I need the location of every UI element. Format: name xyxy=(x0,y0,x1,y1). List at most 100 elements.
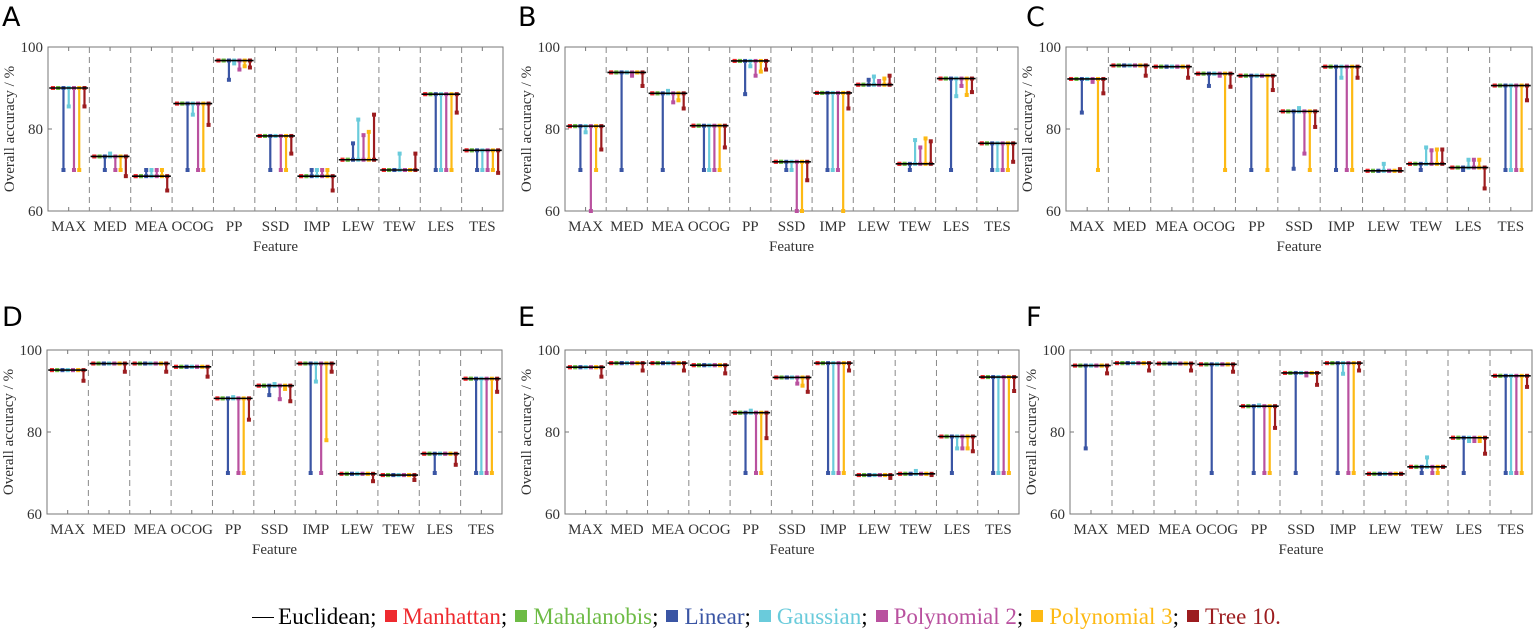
point-polynomial-3 xyxy=(1351,471,1356,475)
point-linear xyxy=(267,393,272,398)
point-gaussian xyxy=(1508,168,1513,172)
point-polynomial-2 xyxy=(237,67,242,72)
y-tick-label: 100 xyxy=(1039,40,1062,56)
point-polynomial-2 xyxy=(319,471,324,475)
point-polynomial-2 xyxy=(361,133,366,138)
legend-item: Polynomial 3; xyxy=(1025,604,1179,629)
point-gaussian xyxy=(1339,75,1344,80)
legend-swatch-icon xyxy=(384,610,397,622)
point-linear xyxy=(743,471,748,475)
x-tick-label: MED xyxy=(92,522,126,538)
point-polynomial-3 xyxy=(1477,157,1482,162)
y-tick-label: 60 xyxy=(545,204,560,220)
legend-line-icon xyxy=(252,617,275,618)
point-tree-10 xyxy=(888,475,893,480)
x-tick-label: IMP xyxy=(819,219,846,235)
panel-label: A xyxy=(2,2,21,33)
point-tree-10 xyxy=(764,67,769,72)
point-tree-10 xyxy=(165,188,170,193)
x-tick-label: OCOG xyxy=(1196,522,1239,538)
x-tick-label: TEW xyxy=(383,219,416,235)
x-tick-label: SSD xyxy=(1285,219,1313,235)
point-linear xyxy=(784,168,789,172)
y-axis-label: Overall accuracy / % xyxy=(1020,66,1036,192)
legend-separator: ; xyxy=(861,604,868,629)
y-axis-label: Overall accuracy / % xyxy=(519,369,535,495)
point-gaussian xyxy=(356,117,361,122)
point-polynomial-2 xyxy=(278,168,283,172)
x-tick-label: MAX xyxy=(568,522,603,538)
point-gaussian xyxy=(995,168,1000,172)
point-polynomial-2 xyxy=(836,471,841,475)
y-tick-label: 100 xyxy=(538,40,561,56)
x-tick-label: TEW xyxy=(1410,219,1443,235)
x-tick-label: LEW xyxy=(1369,522,1402,538)
point-tree-10 xyxy=(970,449,975,454)
point-gaussian xyxy=(996,471,1001,475)
point-gaussian xyxy=(232,61,237,66)
point-linear xyxy=(826,471,831,475)
point-polynomial-3 xyxy=(923,136,928,141)
point-linear xyxy=(991,471,996,475)
point-gaussian xyxy=(748,408,753,413)
point-tree-10 xyxy=(289,151,294,156)
x-tick-label: IMP xyxy=(303,522,330,538)
point-tree-10 xyxy=(1357,368,1362,373)
point-polynomial-3 xyxy=(841,471,846,475)
point-polynomial-3 xyxy=(241,471,246,475)
point-gaussian xyxy=(665,88,670,93)
x-tick-label: IMP xyxy=(1330,522,1357,538)
x-tick-label: SSD xyxy=(1287,522,1315,538)
point-polynomial-2 xyxy=(712,168,717,172)
point-polynomial-3 xyxy=(118,168,123,172)
x-tick-label: TEW xyxy=(382,522,415,538)
point-polynomial-2 xyxy=(1000,168,1005,172)
x-tick-label: SSD xyxy=(262,219,290,235)
x-axis-label: Feature xyxy=(1277,239,1322,255)
y-tick-label: 100 xyxy=(20,343,43,359)
x-tick-label: MAX xyxy=(50,522,85,538)
point-gaussian xyxy=(149,168,154,172)
point-polynomial-3 xyxy=(1519,168,1524,172)
point-tree-10 xyxy=(1273,425,1278,430)
point-polynomial-2 xyxy=(1429,148,1434,153)
point-tree-10 xyxy=(1143,73,1148,78)
point-gaussian xyxy=(1424,145,1429,150)
point-tree-10 xyxy=(1147,368,1152,373)
legend-item: Manhattan; xyxy=(379,604,507,629)
point-polynomial-2 xyxy=(1514,168,1519,172)
point-polynomial-3 xyxy=(1267,471,1272,475)
point-linear xyxy=(225,471,230,475)
x-tick-label: LES xyxy=(1456,522,1483,538)
y-tick-label: 80 xyxy=(1050,425,1065,441)
point-gaussian xyxy=(479,471,484,475)
legend: Euclidean; Manhattan; Mahalanobis; Linear; G… xyxy=(0,604,1535,630)
plot-frame xyxy=(564,349,1020,515)
point-polynomial-2 xyxy=(113,168,118,172)
point-polynomial-2 xyxy=(277,397,282,402)
point-polynomial-2 xyxy=(835,168,840,172)
point-linear xyxy=(475,168,480,172)
point-tree-10 xyxy=(1270,88,1275,93)
point-polynomial-3 xyxy=(325,168,330,172)
legend-separator: ; xyxy=(370,604,377,629)
point-tree-10 xyxy=(247,65,252,70)
x-tick-label: IMP xyxy=(820,522,847,538)
point-tree-10 xyxy=(1440,147,1445,152)
point-polynomial-2 xyxy=(320,168,325,172)
x-tick-label: TES xyxy=(469,219,496,235)
point-polynomial-2 xyxy=(485,168,490,172)
y-axis-label: Overall accuracy / % xyxy=(1024,369,1040,495)
x-tick-label: TES xyxy=(984,219,1011,235)
point-linear xyxy=(1293,471,1298,475)
point-polynomial-3 xyxy=(1435,471,1440,475)
point-polynomial-2 xyxy=(1304,373,1309,378)
point-polynomial-2 xyxy=(1346,471,1351,475)
point-polynomial-3 xyxy=(800,383,805,388)
x-tick-label: MED xyxy=(93,219,127,235)
point-gaussian xyxy=(480,168,485,172)
point-polynomial-3 xyxy=(1005,168,1010,172)
point-polynomial-3 xyxy=(841,209,846,213)
